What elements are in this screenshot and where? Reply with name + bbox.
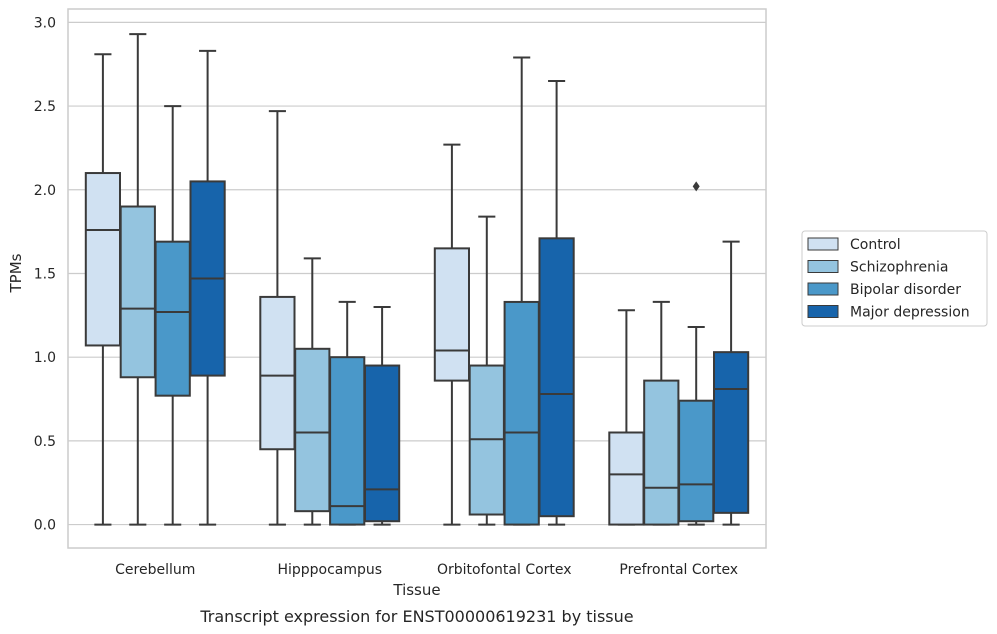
x-tick-label: Prefrontal Cortex [619,562,738,578]
chart-caption: Transcript expression for ENST0000061923… [199,607,633,626]
box-group [363,305,401,526]
box-group [154,105,191,526]
y-axis-ticks: 0.0 0.5 1.0 1.5 2.0 2.5 3.0 [34,15,56,533]
iqr-box [503,300,540,526]
x-tick-label: Orbitofontal Cortex [437,562,572,578]
legend-label: Control [850,237,901,253]
iqr-box [329,356,366,526]
box-group [329,300,366,526]
y-tick-label: 0.5 [34,434,56,450]
iqr-box [643,379,680,526]
x-tick-label: Cerebellum [115,562,195,578]
x-axis-label: Tissue [392,581,440,599]
iqr-box [294,347,331,513]
iqr-box [712,351,750,514]
box-group [468,215,505,526]
y-tick-label: 1.5 [34,266,56,282]
legend-label: Bipolar disorder [850,282,961,298]
box-group [643,300,680,526]
y-tick-label: 0.0 [34,518,56,534]
outlier-point [692,181,700,192]
iqr-box [154,240,191,397]
iqr-box [608,431,645,526]
y-axis-label: TPMs [7,253,25,293]
legend-label: Major depression [850,305,970,321]
box-layer [84,33,750,526]
iqr-box [363,364,401,523]
y-tick-label: 3.0 [34,15,56,31]
y-tick-label: 2.0 [34,183,56,199]
box-group [538,79,575,526]
box-group [119,33,156,526]
x-tick-label: Hipppocampus [277,562,382,578]
iqr-box [678,399,715,523]
box-group [294,257,331,526]
legend-swatch [807,282,839,296]
iqr-box [259,295,296,451]
iqr-box [119,205,156,379]
box-group [189,49,226,526]
box-group [84,53,122,526]
box-group [712,240,750,526]
box-group [503,56,540,526]
box-group [259,110,296,526]
x-axis-ticks: Cerebellum Hipppocampus Orbitofontal Corte… [115,562,738,578]
legend-swatch [807,305,839,318]
plot-frame [67,8,767,549]
y-tick-label: 1.0 [34,350,56,366]
box-group [608,309,645,526]
legend-frame [801,230,988,327]
legend-swatch [807,260,839,273]
legend: Control Schizophrenia Bipolar disorder Majo… [801,230,988,327]
legend-label: Schizophrenia [850,260,948,276]
legend-swatch [807,237,839,251]
legend-items: Control Schizophrenia Bipolar disorder Majo… [807,237,970,321]
y-tick-label: 2.5 [34,99,56,115]
box-group [678,181,715,526]
iqr-box [84,172,122,347]
box-group [433,143,471,526]
iqr-box [538,237,575,518]
iqr-box [433,247,471,382]
